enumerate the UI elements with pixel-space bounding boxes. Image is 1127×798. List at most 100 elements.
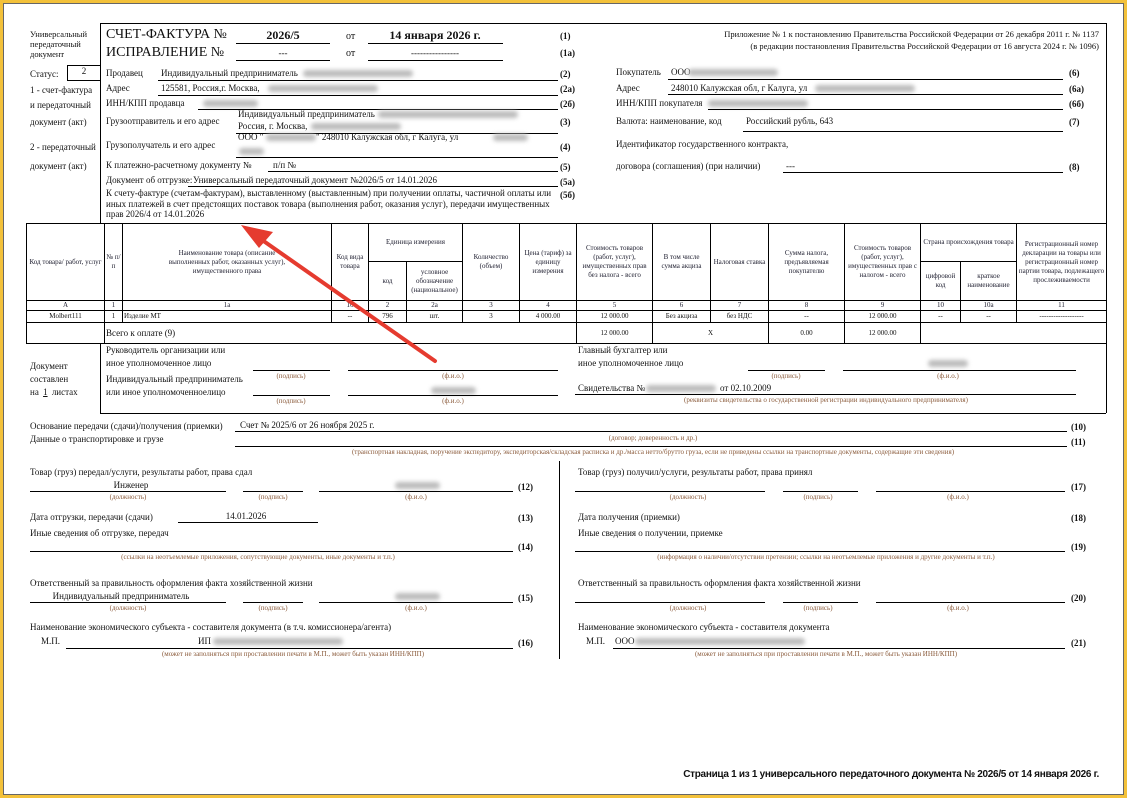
sign-box-bottom xyxy=(100,413,1106,414)
header-qty: Количество (объем) xyxy=(462,223,521,301)
certificate-line xyxy=(575,394,1076,395)
received-position-line[interactable] xyxy=(575,491,765,492)
seller-address-line xyxy=(158,95,558,96)
entity-value-left: ИП xyxy=(198,636,211,646)
received-fio-line[interactable] xyxy=(876,491,1065,492)
stamp-place-right: М.П. xyxy=(586,636,606,646)
basis-label: Основание передачи (сдачи)/получения (пр… xyxy=(30,421,223,431)
accountant-fio-line[interactable] xyxy=(843,370,1076,371)
handed-fio-line xyxy=(319,491,513,492)
other-ship-label: Иные сведения об отгрузке, передач xyxy=(30,528,169,538)
pages-on: на xyxy=(30,387,39,397)
accountant-sign-hint: (подпись) xyxy=(771,372,801,380)
code-16: (16) xyxy=(518,638,533,648)
resp-right-sign-line[interactable] xyxy=(783,602,858,603)
entity-label-left: Наименование экономического субъекта - с… xyxy=(30,622,392,632)
invoice-number: 2026/5 xyxy=(266,28,300,42)
correction-number: --- xyxy=(278,48,288,58)
buyer-address-value: 248010 Калужская обл, г Калуга, ул xyxy=(671,83,808,93)
ip-sign-line[interactable] xyxy=(253,395,330,396)
ship-date-label: Дата отгрузки, передачи (сдачи) xyxy=(30,512,153,522)
handed-position-hint: (должность) xyxy=(109,493,147,501)
redacted-certificate xyxy=(646,385,716,392)
code-20: (20) xyxy=(1071,593,1086,603)
resp-right-sign-hint: (подпись) xyxy=(803,604,833,612)
seller-label: Продавец xyxy=(106,68,143,78)
shipment-doc-value: Универсальный передаточный документ №202… xyxy=(193,175,437,185)
entity-hint-left: (может не заполняться при проставлении п… xyxy=(161,650,425,658)
invoice-number-line xyxy=(236,43,330,44)
code-19: (19) xyxy=(1071,542,1086,552)
contract-line xyxy=(783,172,1063,173)
code-6: (6) xyxy=(1069,68,1080,78)
header-unit-name: условное обозначение (национальное) xyxy=(405,261,464,301)
resp-right-fio-line[interactable] xyxy=(876,602,1065,603)
header-country-name: краткое наименование xyxy=(960,261,1018,301)
redacted-seller xyxy=(303,70,413,77)
code-3: (3) xyxy=(560,117,571,127)
goods-table: Код товара/ работ, услуг № п/п Наименова… xyxy=(26,223,1108,344)
transport-line xyxy=(235,446,1067,447)
code-1: (1) xyxy=(560,31,571,41)
total-cost-tax: 12 000.00 xyxy=(844,322,922,344)
redacted-buyer-address xyxy=(815,85,915,92)
total-row: Всего к оплате (9) 12 000.00 X 0.00 12 0… xyxy=(26,322,1108,344)
accountant-sign-line[interactable] xyxy=(748,370,825,371)
ip-fio-hint: (ф.и.о.) xyxy=(442,397,464,405)
buyer-address-label: Адрес xyxy=(616,83,640,93)
redacted-seller-address xyxy=(268,85,378,92)
invoice-from-label: от xyxy=(346,31,356,42)
basis-line xyxy=(235,431,1067,432)
code-6b: (6б) xyxy=(1069,99,1084,109)
head-fio-line[interactable] xyxy=(348,370,558,371)
payment-doc-value: п/п № xyxy=(273,160,296,170)
other-receipt-label: Иные сведения о получении, приемке xyxy=(578,528,723,538)
other-receipt-line[interactable] xyxy=(575,551,1065,552)
code-2a: (2а) xyxy=(560,84,575,94)
accountant-label-2: иное уполномоченное лицо xyxy=(578,358,684,368)
sign-box-right xyxy=(1106,343,1107,413)
resp-fio-hint: (ф.и.о.) xyxy=(405,604,427,612)
resp-label-left: Ответственный за правильность оформления… xyxy=(30,578,313,588)
accountant-label-1: Главный бухгалтер или xyxy=(578,345,668,355)
received-sign-hint: (подпись) xyxy=(803,493,833,501)
resp-fio-line xyxy=(319,602,513,603)
head-sign-line[interactable] xyxy=(253,370,330,371)
resp-right-position-line[interactable] xyxy=(575,602,765,603)
consignee-underline xyxy=(236,157,558,158)
status-label: Статус: xyxy=(30,69,59,79)
header-kind: Код вида товара xyxy=(331,223,369,301)
status-1-line2: и передаточный xyxy=(30,100,91,110)
handed-fio-hint: (ф.и.о.) xyxy=(405,493,427,501)
buyer-label: Покупатель xyxy=(616,67,661,77)
accountant-fio-hint: (ф.и.о.) xyxy=(937,372,959,380)
head-label-1: Руководитель организации или xyxy=(106,345,226,355)
pages-sheets: листах xyxy=(51,387,78,397)
contract-label-1: Идентификатор государственного контракта… xyxy=(616,139,789,149)
ship-date-line xyxy=(178,522,318,523)
status-2-line2: документ (акт) xyxy=(30,161,87,171)
ip-label-1: Индивидуальный предприниматель xyxy=(106,374,243,384)
resp-right-fio-hint: (ф.и.о.) xyxy=(947,604,969,612)
invoice-date: 14 января 2026 г. xyxy=(389,28,481,42)
code-14: (14) xyxy=(518,542,533,552)
certificate-date: от 02.10.2009 xyxy=(720,383,772,393)
currency-label: Валюта: наименование, код xyxy=(616,116,722,126)
transport-label: Данные о транспортировке и грузе xyxy=(30,434,164,444)
resp-sign-line[interactable] xyxy=(243,602,303,603)
payment-doc-label: К платежно-расчетному документу № xyxy=(106,160,252,170)
redacted-seller-inn xyxy=(203,100,258,107)
pages-label-1: Документ xyxy=(30,361,68,371)
ip-fio-line[interactable] xyxy=(348,395,558,396)
redacted-ip-fio xyxy=(431,387,476,394)
code-1a: (1а) xyxy=(560,48,575,58)
handed-sign-line[interactable] xyxy=(243,491,303,492)
ship-date-value: 14.01.2026 xyxy=(225,511,267,521)
buyer-value: ООО xyxy=(671,67,691,77)
basis-hint: (договор; доверенность и др.) xyxy=(608,434,698,442)
sign-box-left xyxy=(100,343,101,413)
doc-type-label: Универсальный передаточный документ xyxy=(30,29,88,59)
correction-label: ИСПРАВЛЕНИЕ № xyxy=(106,45,225,60)
received-sign-line[interactable] xyxy=(783,491,858,492)
header-cost-tax: Стоимость товаров (работ, услуг), имущес… xyxy=(844,223,922,301)
